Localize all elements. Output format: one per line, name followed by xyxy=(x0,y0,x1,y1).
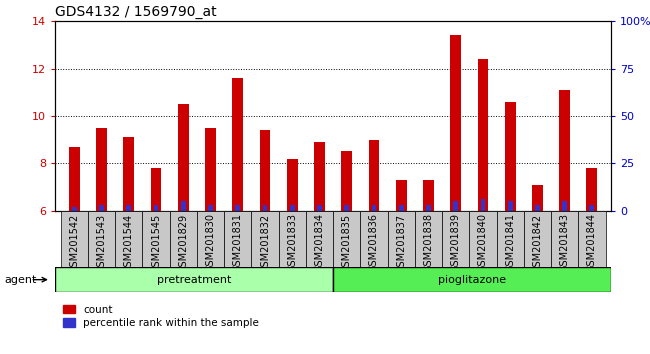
Bar xyxy=(96,128,107,211)
FancyBboxPatch shape xyxy=(578,211,606,267)
Text: GSM201543: GSM201543 xyxy=(97,213,107,273)
Bar xyxy=(450,35,461,211)
FancyBboxPatch shape xyxy=(170,211,197,267)
Bar xyxy=(399,205,404,211)
FancyBboxPatch shape xyxy=(333,267,611,292)
FancyBboxPatch shape xyxy=(252,211,279,267)
Text: GSM201837: GSM201837 xyxy=(396,213,406,273)
Text: GSM201545: GSM201545 xyxy=(151,213,161,273)
Bar xyxy=(72,207,77,211)
Bar xyxy=(508,201,513,211)
Text: GSM201544: GSM201544 xyxy=(124,213,134,273)
Bar xyxy=(178,104,188,211)
Bar xyxy=(562,201,567,211)
FancyBboxPatch shape xyxy=(497,211,524,267)
Text: GSM201839: GSM201839 xyxy=(450,213,461,273)
FancyBboxPatch shape xyxy=(55,267,333,292)
Bar xyxy=(153,205,159,211)
Text: GDS4132 / 1569790_at: GDS4132 / 1569790_at xyxy=(55,5,217,19)
Bar xyxy=(559,90,570,211)
Bar xyxy=(586,168,597,211)
Text: GSM201843: GSM201843 xyxy=(560,213,569,273)
Bar xyxy=(181,201,186,211)
Text: GSM201835: GSM201835 xyxy=(342,213,352,273)
FancyBboxPatch shape xyxy=(306,211,333,267)
Bar xyxy=(99,205,104,211)
Bar xyxy=(259,130,270,211)
Bar xyxy=(232,78,243,211)
Bar xyxy=(263,205,267,211)
Text: GSM201542: GSM201542 xyxy=(70,213,79,273)
Text: GSM201830: GSM201830 xyxy=(205,213,216,273)
Text: GSM201841: GSM201841 xyxy=(505,213,515,273)
Bar xyxy=(423,180,434,211)
FancyBboxPatch shape xyxy=(224,211,252,267)
Text: pretreatment: pretreatment xyxy=(157,275,231,285)
Bar xyxy=(344,205,349,211)
Text: GSM201844: GSM201844 xyxy=(587,213,597,273)
Text: GSM201831: GSM201831 xyxy=(233,213,243,273)
Bar xyxy=(124,137,135,211)
Bar xyxy=(453,201,458,211)
FancyBboxPatch shape xyxy=(279,211,306,267)
Bar xyxy=(478,59,488,211)
Bar xyxy=(287,159,298,211)
Bar xyxy=(480,199,486,211)
Bar xyxy=(208,205,213,211)
Text: GSM201829: GSM201829 xyxy=(178,213,188,273)
Text: pioglitazone: pioglitazone xyxy=(438,275,506,285)
Bar xyxy=(590,205,594,211)
FancyBboxPatch shape xyxy=(415,211,442,267)
Bar xyxy=(317,205,322,211)
Bar xyxy=(532,184,543,211)
Legend: count, percentile rank within the sample: count, percentile rank within the sample xyxy=(60,303,261,330)
Text: GSM201832: GSM201832 xyxy=(260,213,270,273)
Bar xyxy=(535,205,540,211)
FancyBboxPatch shape xyxy=(333,211,360,267)
FancyBboxPatch shape xyxy=(360,211,387,267)
Bar xyxy=(290,205,294,211)
Bar xyxy=(235,205,240,211)
Text: GSM201840: GSM201840 xyxy=(478,213,488,273)
FancyBboxPatch shape xyxy=(442,211,469,267)
FancyBboxPatch shape xyxy=(551,211,578,267)
Bar xyxy=(205,128,216,211)
Bar xyxy=(426,205,431,211)
Bar xyxy=(396,180,407,211)
FancyBboxPatch shape xyxy=(469,211,497,267)
FancyBboxPatch shape xyxy=(115,211,142,267)
Bar xyxy=(372,205,376,211)
Text: GSM201838: GSM201838 xyxy=(423,213,434,273)
Text: GSM201833: GSM201833 xyxy=(287,213,297,273)
FancyBboxPatch shape xyxy=(142,211,170,267)
FancyBboxPatch shape xyxy=(387,211,415,267)
Bar xyxy=(369,139,380,211)
FancyBboxPatch shape xyxy=(524,211,551,267)
Bar xyxy=(151,168,161,211)
Text: GSM201842: GSM201842 xyxy=(532,213,543,273)
Text: GSM201836: GSM201836 xyxy=(369,213,379,273)
FancyBboxPatch shape xyxy=(88,211,115,267)
Bar xyxy=(126,205,131,211)
FancyBboxPatch shape xyxy=(197,211,224,267)
FancyBboxPatch shape xyxy=(60,211,88,267)
Text: agent: agent xyxy=(5,275,37,285)
Bar xyxy=(314,142,325,211)
Bar xyxy=(69,147,80,211)
Bar xyxy=(505,102,515,211)
Bar xyxy=(341,152,352,211)
Text: GSM201834: GSM201834 xyxy=(315,213,324,273)
